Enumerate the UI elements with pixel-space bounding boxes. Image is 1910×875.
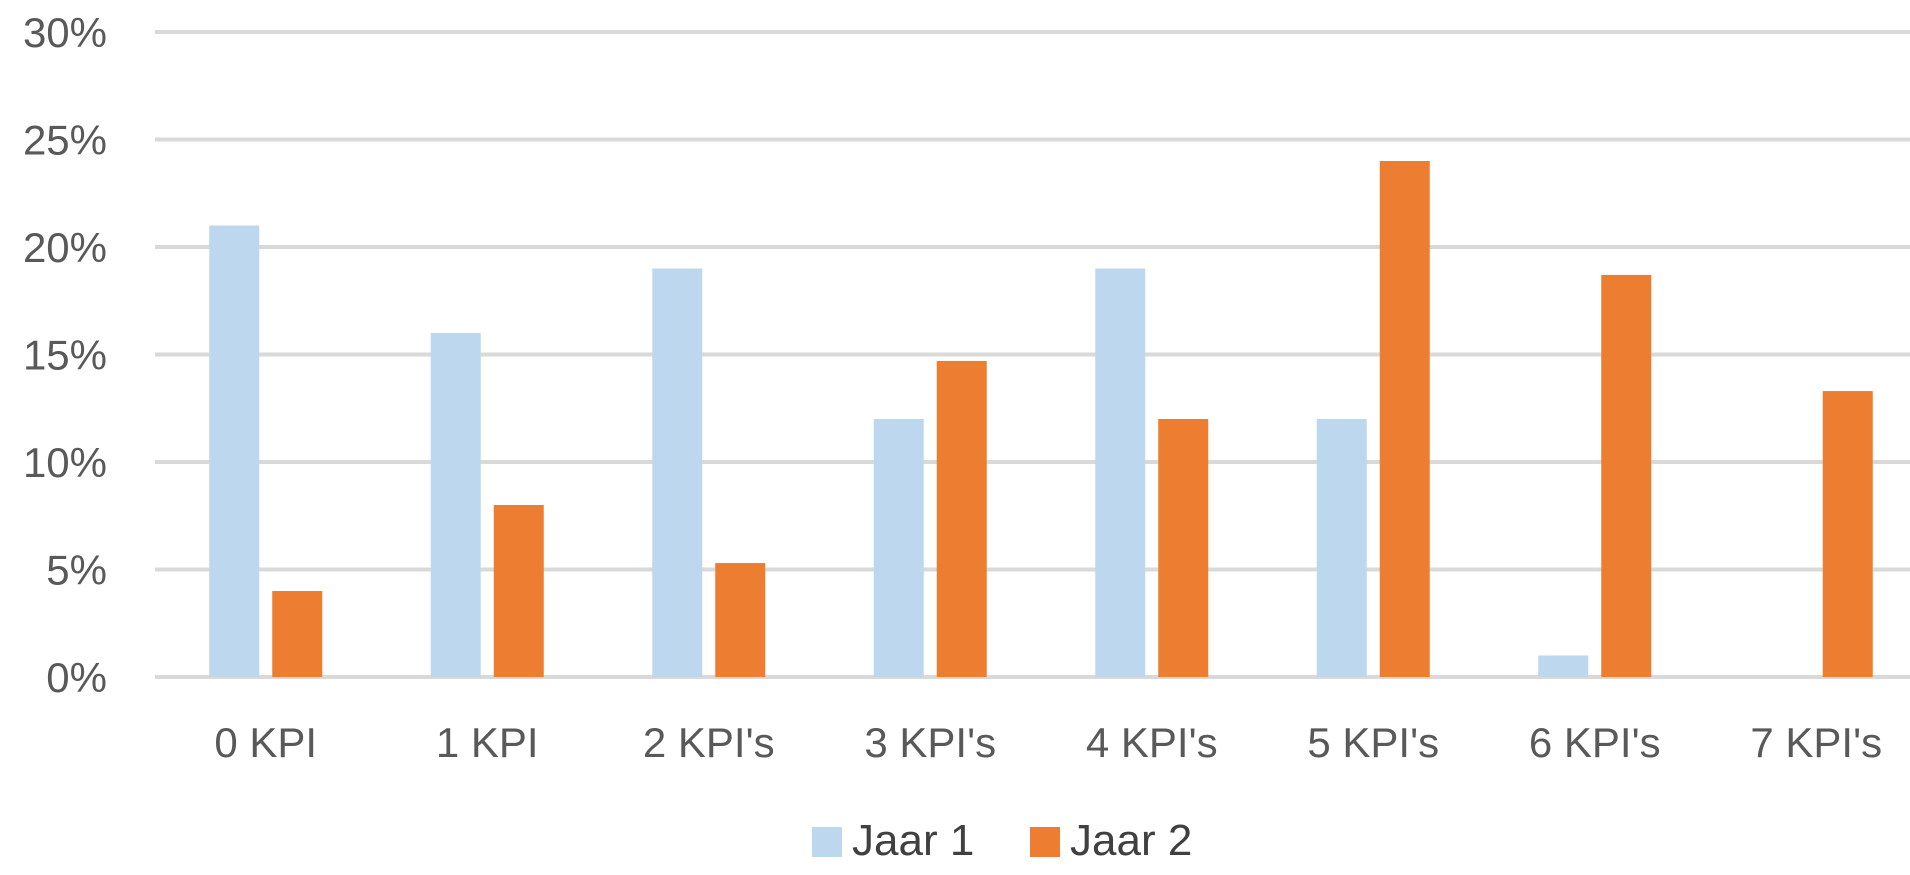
legend: Jaar 1 Jaar 2 xyxy=(812,816,1192,865)
y-tick-label: 0% xyxy=(46,654,107,701)
bar-jaar-2-1 xyxy=(493,505,544,677)
bars xyxy=(209,161,1873,677)
x-tick-label: 3 KPI's xyxy=(864,719,996,766)
bar-jaar-1-2 xyxy=(652,268,703,677)
legend-swatch-jaar-2 xyxy=(1030,827,1060,857)
y-tick-label: 15% xyxy=(23,332,107,379)
bar-jaar-1-0 xyxy=(209,225,260,677)
bar-jaar-2-0 xyxy=(272,591,323,677)
x-tick-label: 5 KPI's xyxy=(1307,719,1439,766)
y-axis-tick-labels: 0% 5% 10% 15% 20% 25% 30% xyxy=(23,9,107,701)
y-tick-label: 25% xyxy=(23,117,107,164)
x-tick-label: 7 KPI's xyxy=(1750,719,1882,766)
y-tick-label: 20% xyxy=(23,224,107,271)
legend-label-jaar-1: Jaar 1 xyxy=(852,816,974,865)
bar-jaar-2-5 xyxy=(1379,161,1430,677)
bar-jaar-2-3 xyxy=(936,360,987,677)
bar-jaar-1-6 xyxy=(1538,655,1589,677)
legend-label-jaar-2: Jaar 2 xyxy=(1070,816,1192,865)
bar-jaar-1-1 xyxy=(430,333,481,677)
y-tick-label: 30% xyxy=(23,9,107,56)
bar-jaar-2-4 xyxy=(1158,419,1209,677)
x-tick-label: 4 KPI's xyxy=(1086,719,1218,766)
x-tick-label: 0 KPI xyxy=(214,719,317,766)
bar-jaar-1-4 xyxy=(1095,268,1146,677)
x-tick-label: 6 KPI's xyxy=(1529,719,1661,766)
y-tick-label: 10% xyxy=(23,439,107,486)
bar-jaar-1-3 xyxy=(873,419,924,677)
x-tick-label: 2 KPI's xyxy=(643,719,775,766)
bar-jaar-2-2 xyxy=(715,563,766,677)
x-tick-label: 1 KPI xyxy=(436,719,539,766)
bar-jaar-1-5 xyxy=(1316,419,1367,677)
x-axis-tick-labels: 0 KPI 1 KPI 2 KPI's 3 KPI's 4 KPI's 5 KPI's 6 … xyxy=(214,719,1882,766)
bar-jaar-2-7 xyxy=(1822,391,1873,677)
bar-jaar-2-6 xyxy=(1601,274,1652,677)
y-tick-label: 5% xyxy=(46,547,107,594)
legend-swatch-jaar-1 xyxy=(812,827,842,857)
